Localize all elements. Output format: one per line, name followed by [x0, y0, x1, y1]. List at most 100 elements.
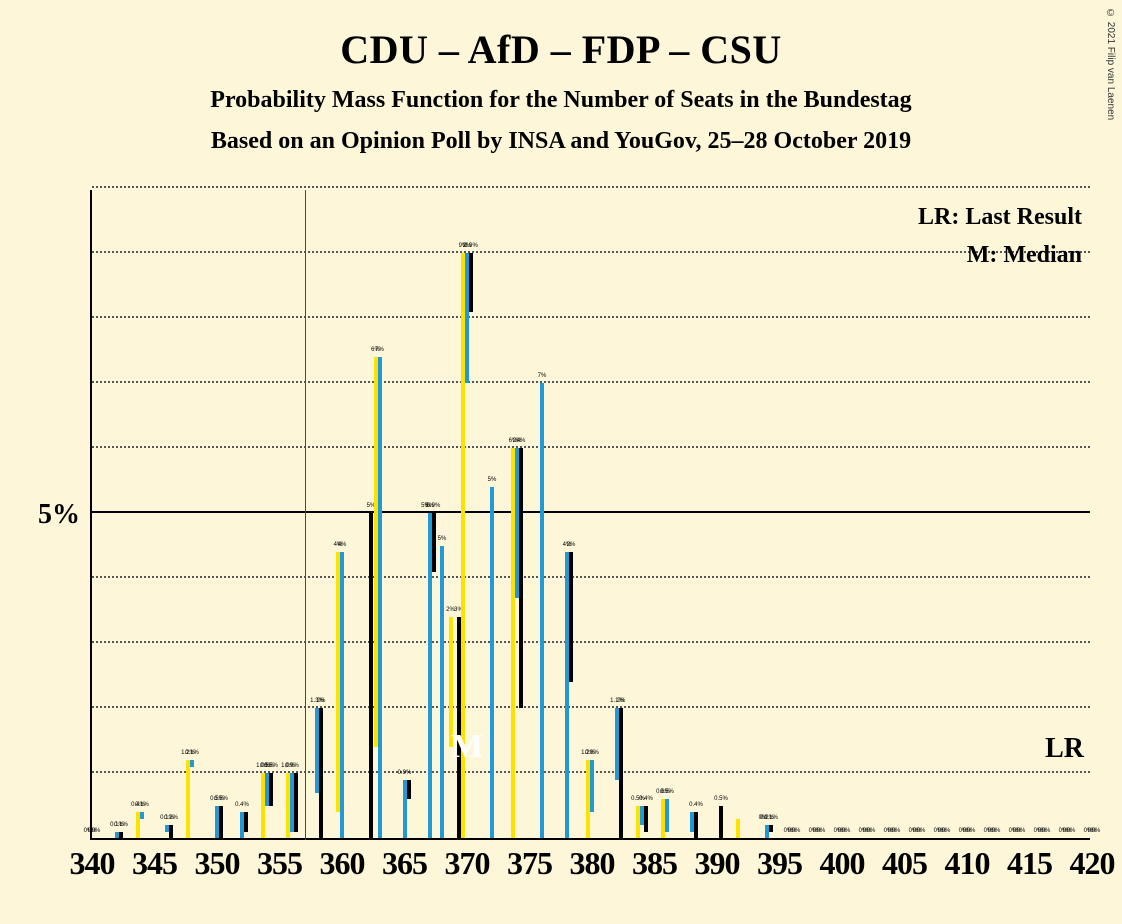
bar-blue: 7% [378, 357, 382, 838]
bar-group: 0.1%0.1% [111, 832, 123, 839]
bar-value-label: 0% [842, 828, 851, 834]
bar-value-label: 0.4% [689, 802, 703, 808]
bar-black: 0.9% [469, 253, 473, 312]
bar-value-label: 2% [617, 698, 626, 704]
bar-value-label: 0.5% [660, 789, 674, 795]
red-vertical-line [305, 190, 307, 840]
bar-group: 1.0%0.9% [286, 773, 298, 838]
bar-black: 0.5% [719, 806, 723, 839]
bar-value-label: 0.5% [714, 796, 728, 802]
bar-value-label: 0% [967, 828, 976, 834]
x-tick-label: 370 [445, 845, 490, 882]
bar-yellow: 1.2% [186, 760, 190, 838]
bar-blue: 5% [440, 546, 444, 839]
bar-group: 0%0.2%0.1% [761, 825, 773, 838]
bar-value-label: 0.4% [639, 796, 653, 802]
bar-group: 1.1%2% [611, 708, 623, 838]
x-tick-label: 365 [382, 845, 427, 882]
bar-group: 6%2%4% [511, 448, 523, 838]
bar-black: 2% [319, 708, 323, 838]
bar-blue: 0.1% [190, 760, 194, 767]
bar-blue: 5% [490, 487, 494, 838]
bar-value-label: 0% [817, 828, 826, 834]
bar-value-label: 2% [317, 698, 326, 704]
bar-value-label: 0.1% [135, 802, 149, 808]
x-tick-label: 390 [695, 845, 740, 882]
bar-group: 1.2%0.8% [586, 760, 598, 838]
bar-black: 0.9% [432, 513, 436, 572]
bar-group: 0.9% [399, 780, 411, 839]
lr-marker: LR [1045, 733, 1084, 765]
chart-subtitle-1: Probability Mass Function for the Number… [0, 87, 1122, 114]
bar-value-label: 0% [992, 828, 1001, 834]
bar-value-label: 0.9% [398, 770, 412, 776]
bar-value-label: 0.5% [264, 763, 278, 769]
bar-value-label: 0.1% [114, 822, 128, 828]
x-tick-label: 420 [1070, 845, 1115, 882]
x-tick-label: 340 [70, 845, 115, 882]
bar-group: 7% [536, 383, 548, 838]
x-tick-label: 375 [507, 845, 552, 882]
bar-group: 0.5% [711, 806, 723, 839]
bar-value-label: 2% [567, 542, 576, 548]
bar-yellow [736, 819, 740, 839]
grid-line [92, 251, 1090, 253]
bar-value-label: 0% [867, 828, 876, 834]
x-tick-label: 350 [195, 845, 240, 882]
bar-black [294, 773, 298, 832]
bar-value-label: 7% [375, 347, 384, 353]
grid-line [92, 576, 1090, 578]
x-tick-label: 380 [570, 845, 615, 882]
chart-area: LR34034535035536036537037538038539039540… [90, 190, 1090, 840]
bar-value-label: 0% [1092, 828, 1101, 834]
bar-value-label: 5% [438, 536, 447, 542]
grid-line [92, 446, 1090, 448]
bar-value-label: 0% [892, 828, 901, 834]
grid-line [92, 186, 1090, 188]
legend-lr: LR: Last Result [918, 204, 1082, 231]
bar-blue: 7% [540, 383, 544, 838]
bar-value-label: 0% [942, 828, 951, 834]
bar-value-label: 0.9% [285, 763, 299, 769]
chart-subtitle-2: Based on an Opinion Poll by INSA and You… [0, 128, 1122, 155]
bar-group: 0.6%0.5% [661, 799, 673, 838]
bar-black: 0.5% [219, 806, 223, 839]
bar-group: 4%4% [336, 552, 348, 838]
y-axis-label: 5% [38, 499, 80, 531]
copyright-text: © 2021 Filip van Laenen [1105, 8, 1116, 120]
bar-black: 0.5% [269, 773, 273, 806]
x-tick-label: 405 [882, 845, 927, 882]
bar-black: 2% [619, 708, 623, 838]
bar-black: 2% [569, 552, 573, 682]
bar-value-label: 0.8% [585, 750, 599, 756]
bar-group: 5% [361, 513, 373, 838]
bar-value-label: 0% [917, 828, 926, 834]
grid-line [92, 316, 1090, 318]
bar-group: 1.2%0.1% [186, 760, 198, 838]
bar-value-label: 0.1% [185, 750, 199, 756]
bar-black: 0.4% [644, 806, 648, 832]
median-marker: M [451, 728, 483, 766]
bar-black: 0.4% [694, 812, 698, 838]
bar-group: 1.3%2% [311, 708, 323, 838]
bar-value-label: 0% [1017, 828, 1026, 834]
bar-value-label: 0% [792, 828, 801, 834]
bar-group: 4%2% [561, 552, 573, 838]
bar-group: 0.4% [686, 812, 698, 838]
grid-line [92, 706, 1090, 708]
bar-value-label: 0.2% [164, 815, 178, 821]
bar-group: 0.1%0.2% [161, 825, 173, 838]
x-tick-label: 360 [320, 845, 365, 882]
bar-group [736, 819, 748, 839]
x-tick-label: 400 [820, 845, 865, 882]
bar-blue: 0.8% [590, 760, 594, 812]
bar-black [244, 812, 248, 832]
grid-line [92, 511, 1090, 513]
bar-value-label: 0.1% [764, 815, 778, 821]
bar-black: 0.2% [169, 825, 173, 838]
bar-black: 4% [519, 448, 523, 708]
bar-black: 0.1% [119, 832, 123, 839]
bar-group: 0.5%0.5% [211, 806, 223, 839]
legend-m: M: Median [967, 242, 1082, 269]
bar-black [407, 780, 411, 800]
